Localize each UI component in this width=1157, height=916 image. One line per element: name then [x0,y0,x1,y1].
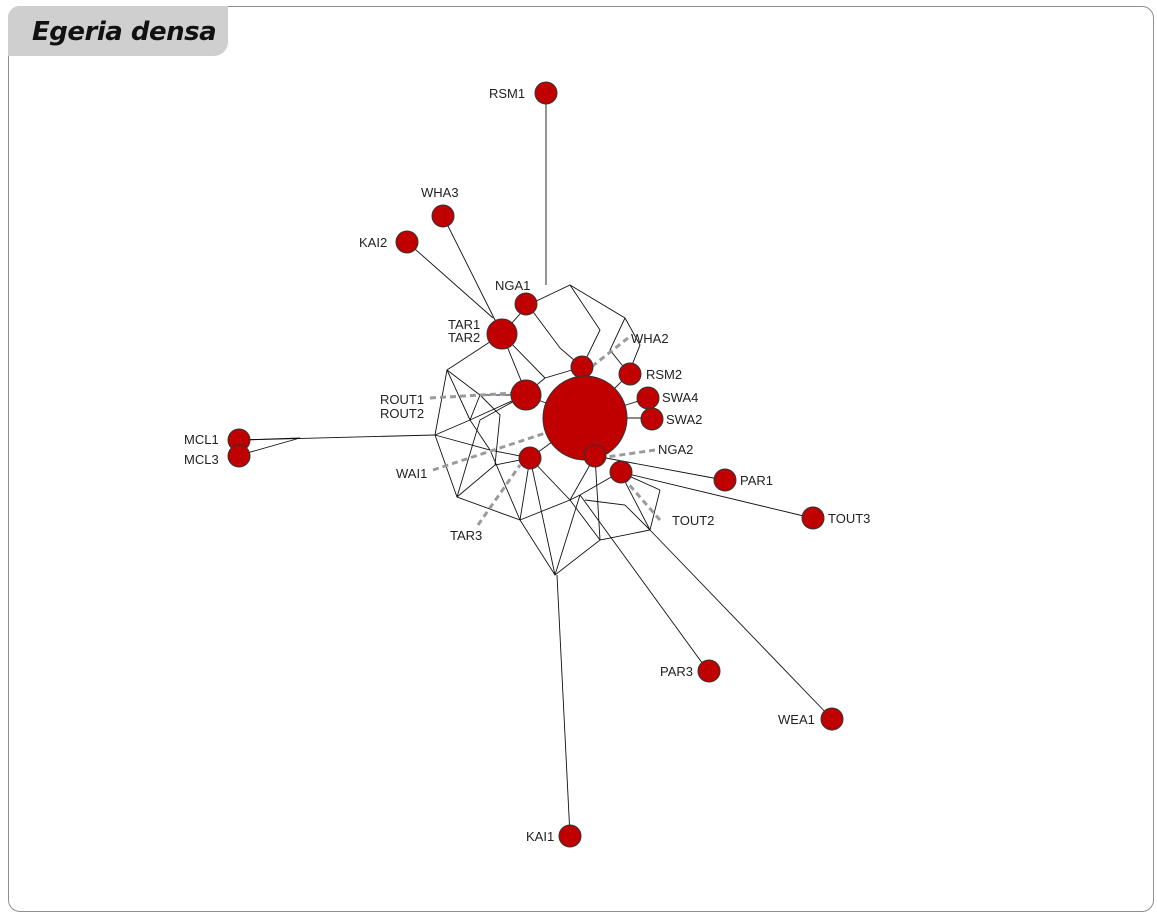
node-wai1 [518,446,542,470]
node-swa2 [640,407,664,431]
label-tar3: TAR3 [450,528,482,543]
label-par3: PAR3 [660,664,693,679]
label-nga1: NGA1 [495,278,530,293]
label-swa4: SWA4 [662,390,698,405]
node-tout2 [609,460,633,484]
label-wha3: WHA3 [421,185,459,200]
diagram-title: Egeria densa [32,17,217,47]
node-tar1-tar2 [486,318,518,350]
node-swa4 [636,386,660,410]
node-rsm2 [618,362,642,386]
node-mcl3 [227,444,251,468]
node-par1 [713,468,737,492]
network-nodes [227,81,844,848]
label-rout1: ROUT1 [380,392,424,407]
node-rsm1 [534,81,558,105]
title-tab: Egeria densa [8,6,228,56]
label-par1: PAR1 [740,473,773,488]
node-nga1 [514,292,538,316]
node-kai2 [395,230,419,254]
label-wai1: WAI1 [396,466,427,481]
label-tout2: TOUT2 [672,513,714,528]
label-wea1: WEA1 [778,712,815,727]
node-wea1 [820,707,844,731]
node-tout3 [801,506,825,530]
label-rsm1: RSM1 [489,86,525,101]
label-mcl1: MCL1 [184,432,219,447]
node-rout1-rout2 [510,379,542,411]
label-tar1: TAR1 [448,317,480,332]
label-swa2: SWA2 [666,412,702,427]
label-rout2: ROUT2 [380,406,424,421]
label-rsm2: RSM2 [646,367,682,382]
node-wha3 [431,204,455,228]
node-wha2-adjacent [570,355,594,379]
label-wha2: WHA2 [631,331,669,346]
network-edges [239,93,833,837]
node-par3 [697,659,721,683]
label-nga2: NGA2 [658,442,693,457]
label-kai2: KAI2 [359,235,387,250]
label-kai1: KAI1 [526,829,554,844]
label-mcl3: MCL3 [184,452,219,467]
label-tar2: TAR2 [448,330,480,345]
node-nga2 [583,444,607,468]
node-kai1 [558,824,582,848]
node-central [542,375,628,461]
label-tout3: TOUT3 [828,511,870,526]
